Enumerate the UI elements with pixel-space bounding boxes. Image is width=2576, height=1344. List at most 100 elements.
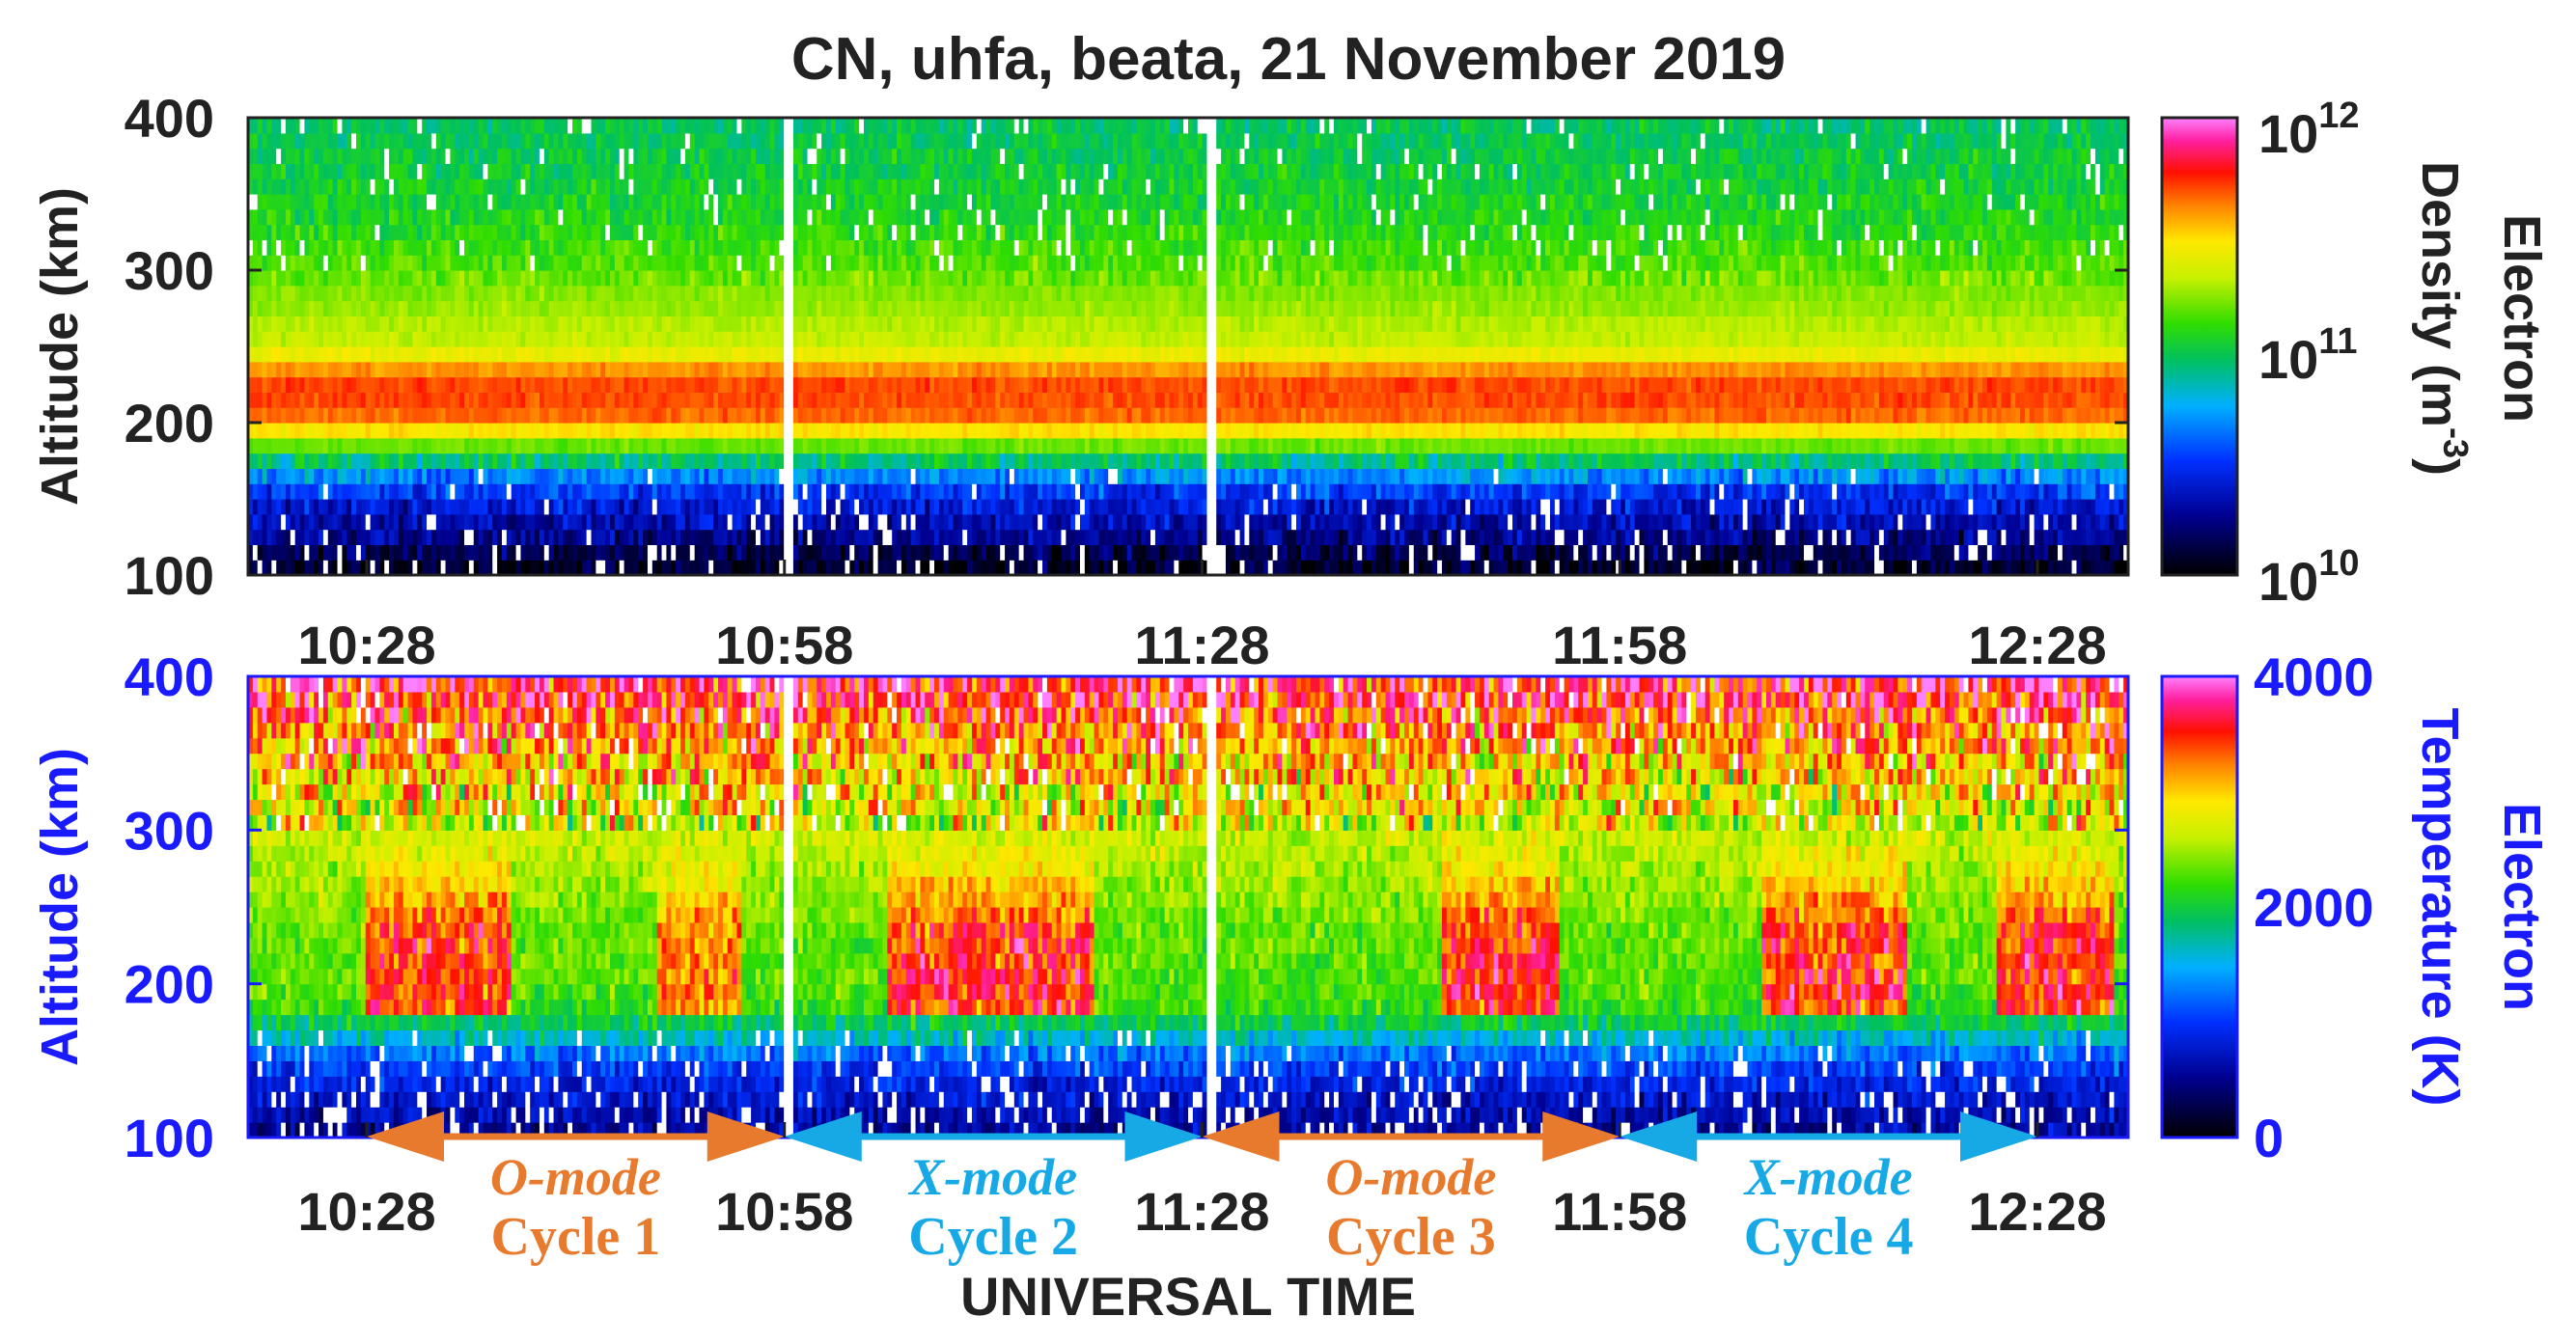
heatmap-cell xyxy=(789,285,794,302)
heatmap-cell xyxy=(1000,392,1006,408)
heatmap-cell xyxy=(304,407,310,424)
heatmap-cell xyxy=(962,118,968,134)
heatmap-cell xyxy=(967,148,973,164)
heatmap-cell xyxy=(605,346,611,363)
heatmap-cell xyxy=(468,407,475,424)
heatmap-cell xyxy=(1005,132,1011,150)
heatmap-cell xyxy=(797,270,804,287)
heatmap-cell xyxy=(450,468,456,484)
heatmap-cell xyxy=(1005,483,1011,500)
heatmap-cell xyxy=(412,270,418,287)
heatmap-cell xyxy=(497,346,503,363)
heatmap-cell xyxy=(647,285,653,302)
heatmap-cell xyxy=(774,361,780,378)
heatmap-cell xyxy=(938,315,945,332)
heatmap-cell xyxy=(666,331,672,347)
heatmap-cell xyxy=(792,331,799,347)
heatmap-cell xyxy=(802,255,809,271)
heatmap-cell xyxy=(676,270,681,287)
heatmap-cell xyxy=(925,529,930,545)
heatmap-cell xyxy=(713,437,719,454)
heatmap-cell xyxy=(473,529,480,545)
heatmap-cell xyxy=(299,560,306,576)
heatmap-cell xyxy=(402,376,409,393)
heatmap-cell xyxy=(327,163,334,179)
heatmap-cell xyxy=(370,361,376,378)
heatmap-cell xyxy=(647,132,653,150)
heatmap-cell xyxy=(1028,392,1034,408)
heatmap-cell xyxy=(266,361,272,378)
heatmap-cell xyxy=(370,315,376,332)
heatmap-cell xyxy=(596,453,601,469)
heatmap-cell xyxy=(1009,148,1015,164)
heatmap-cell xyxy=(365,163,372,179)
heatmap-cell xyxy=(915,453,922,469)
heatmap-cell xyxy=(402,423,409,439)
heatmap-cell xyxy=(511,376,517,393)
heatmap-cell xyxy=(370,208,376,226)
heatmap-cell xyxy=(694,239,701,256)
heatmap-cell xyxy=(830,331,837,347)
heatmap-cell xyxy=(422,560,428,576)
heatmap-cell xyxy=(281,315,287,332)
heatmap-cell xyxy=(1023,423,1030,439)
heatmap-cell xyxy=(276,453,282,469)
heatmap-cell xyxy=(990,392,996,408)
heatmap-cell xyxy=(1023,285,1030,302)
heatmap-cell xyxy=(407,315,414,332)
heatmap-cell xyxy=(807,132,813,150)
heatmap-cell xyxy=(623,361,630,378)
heatmap-cell xyxy=(478,239,485,256)
heatmap-cell xyxy=(722,376,729,393)
heatmap-cell xyxy=(520,437,526,454)
heatmap-cell xyxy=(539,483,545,500)
heatmap-cell xyxy=(299,437,306,454)
heatmap-cell xyxy=(398,239,404,256)
heatmap-cell xyxy=(483,118,488,134)
heatmap-cell xyxy=(619,285,625,302)
heatmap-cell xyxy=(934,208,940,226)
heatmap-cell xyxy=(943,148,950,164)
heatmap-cell xyxy=(792,148,799,164)
heatmap-cell xyxy=(694,208,701,226)
heatmap-cell xyxy=(694,148,701,164)
heatmap-cell xyxy=(897,483,902,500)
heatmap-cell xyxy=(346,163,352,179)
heatmap-cell xyxy=(1023,499,1030,515)
heatmap-cell xyxy=(713,529,719,545)
heatmap-cell xyxy=(789,423,794,439)
heatmap-cell xyxy=(389,392,395,408)
heatmap-cell xyxy=(450,529,456,545)
heatmap-cell xyxy=(266,331,272,347)
heatmap-cell xyxy=(459,239,465,256)
heatmap-cell xyxy=(281,392,287,408)
heatmap-cell xyxy=(430,361,437,378)
heatmap-cell xyxy=(797,513,804,531)
heatmap-cell xyxy=(511,407,517,424)
heatmap-cell xyxy=(938,513,945,531)
heatmap-cell xyxy=(638,163,644,179)
heatmap-cell xyxy=(572,163,578,179)
heatmap-cell xyxy=(981,361,987,378)
heatmap-cell xyxy=(605,300,611,316)
heatmap-cell xyxy=(671,178,677,195)
heatmap-cell xyxy=(402,285,409,302)
heatmap-cell xyxy=(459,315,465,332)
heatmap-cell xyxy=(596,163,601,179)
heatmap-cell xyxy=(609,208,616,226)
heatmap-cell xyxy=(294,315,301,332)
heatmap-cell xyxy=(501,392,508,408)
heatmap-cell xyxy=(849,132,855,150)
heatmap-cell xyxy=(840,499,846,515)
heatmap-cell xyxy=(605,178,611,195)
heatmap-cell xyxy=(755,239,762,256)
heatmap-cell xyxy=(840,376,846,393)
heatmap-cell xyxy=(374,437,380,454)
heatmap-cell xyxy=(389,300,395,316)
heatmap-cell xyxy=(483,453,488,469)
heatmap-cell xyxy=(319,483,324,500)
heatmap-cell xyxy=(248,376,254,393)
heatmap-cell xyxy=(285,529,291,545)
heatmap-cell xyxy=(473,331,480,347)
heatmap-cell xyxy=(967,544,973,561)
